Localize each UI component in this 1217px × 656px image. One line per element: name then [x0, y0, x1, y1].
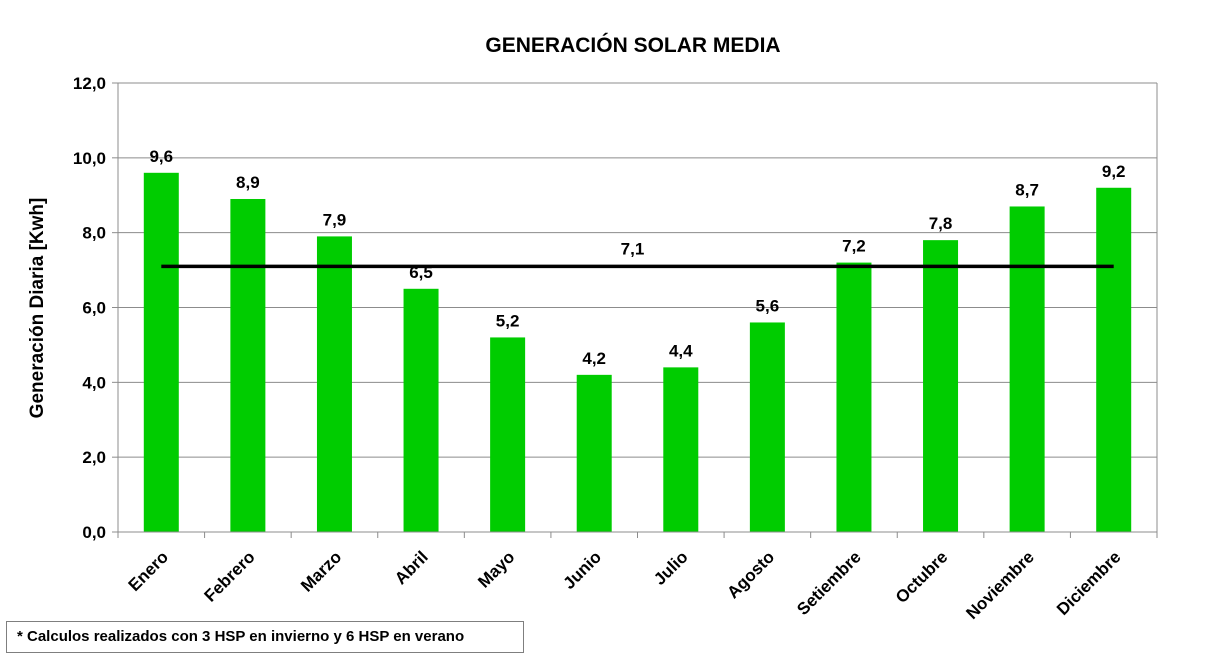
bar: [663, 367, 699, 532]
data-label: 7,2: [842, 237, 866, 256]
y-axis-label: Generación Diaria [Kwh]: [27, 198, 48, 419]
data-label: 7,9: [323, 210, 347, 229]
axes: [117, 83, 1157, 533]
bar: [1009, 206, 1045, 532]
data-label: 9,6: [149, 147, 173, 166]
bar: [403, 288, 439, 532]
x-tick-labels: Enero Febrero Marzo Abril Mayo Junio Julio Agos…: [125, 547, 1125, 623]
y-tick-label: 12,0: [73, 74, 106, 93]
x-tick-label: Agosto: [723, 547, 778, 602]
data-label: 4,2: [582, 349, 606, 368]
x-tick-label: Setiembre: [793, 547, 865, 619]
x-tick-label: Mayo: [474, 547, 518, 591]
bar: [749, 322, 785, 532]
y-tick-label: 4,0: [82, 373, 106, 392]
gridlines: [112, 82, 1158, 538]
x-tick-label: Febrero: [201, 547, 259, 605]
y-tick-label: 0,0: [82, 523, 106, 542]
bar: [230, 198, 266, 532]
y-tick-label: 10,0: [73, 149, 106, 168]
bar: [836, 262, 872, 532]
data-label: 5,6: [756, 296, 780, 315]
x-tick-label: Diciembre: [1053, 547, 1125, 619]
y-tick-label: 6,0: [82, 299, 106, 318]
data-label: 7,8: [929, 214, 953, 233]
bar: [490, 337, 526, 532]
average-label: 7,1: [621, 239, 645, 258]
data-label: 4,4: [669, 341, 693, 360]
data-label: 9,2: [1102, 162, 1126, 181]
y-tick-label: 2,0: [82, 448, 106, 467]
x-tick-label: Junio: [560, 547, 605, 592]
bar: [143, 172, 179, 533]
bar: [1096, 187, 1132, 532]
data-label: 6,5: [409, 263, 433, 282]
data-label: 5,2: [496, 311, 520, 330]
bar: [316, 236, 352, 533]
x-tick-label: Noviembre: [962, 547, 1038, 623]
chart-title: GENERACIÓN SOLAR MEDIA: [485, 33, 780, 57]
x-tick-label: Octubre: [892, 547, 952, 607]
bars: [143, 172, 1132, 533]
data-labels: 9,6 8,9 7,9 6,5 5,2 4,2 4,4 5,6 7,2 7,8 8,7 9,2: [149, 147, 1125, 368]
average-line-group: 7,1: [161, 239, 1114, 269]
y-tick-label: 8,0: [82, 224, 106, 243]
footnote: * Calculos realizados con 3 HSP en invie…: [6, 621, 524, 653]
bar: [923, 240, 959, 532]
x-tick-label: Enero: [125, 547, 173, 595]
bar: [576, 374, 612, 532]
data-label: 8,9: [236, 173, 260, 192]
x-tick-label: Marzo: [297, 547, 345, 595]
x-tick-label: Abril: [391, 547, 432, 588]
y-tick-labels: 0,0 2,0 4,0 6,0 8,0 10,0 12,0: [73, 74, 106, 542]
x-tick-label: Julio: [650, 547, 691, 588]
data-label: 8,7: [1015, 180, 1039, 199]
